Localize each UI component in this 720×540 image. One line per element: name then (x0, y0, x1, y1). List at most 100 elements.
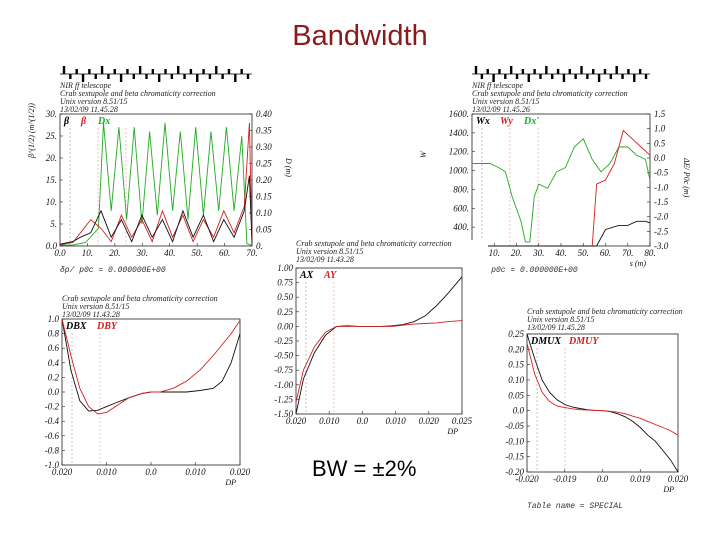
y-tick-label: -1.00 (274, 380, 293, 390)
y-tick-label: 1.00 (277, 263, 293, 273)
plot-frame (526, 333, 679, 473)
y-tick-label: 600. (453, 203, 469, 213)
lattice-element (562, 74, 566, 82)
plot-header-line: Unix version 8.51/15 (527, 315, 594, 324)
x-axis-label: DP (662, 485, 674, 494)
plot-footer: Table name = SPECIAL (527, 502, 623, 511)
lattice-element (119, 74, 123, 82)
x-tick-label: 0.019 (630, 474, 651, 484)
series-line (61, 318, 241, 412)
y-tick-label: 1600. (449, 109, 469, 119)
lattice-element (138, 66, 142, 74)
x-tick-label: 0.020 (230, 467, 251, 477)
lattice-element (107, 74, 110, 79)
series-line (472, 220, 651, 247)
x-tick-label: 0.025 (452, 416, 473, 426)
series-line (61, 318, 241, 415)
plot-header-line: Crab sextupole and beta chromaticity cor… (472, 89, 628, 98)
x-axis-label: s (m) (630, 259, 647, 268)
x-tick-label: 0.020 (668, 474, 689, 484)
lattice-element (515, 74, 519, 79)
series-line (295, 276, 463, 415)
lattice-element (62, 66, 66, 74)
legend-entry: β (63, 116, 70, 127)
plot-header-line: 13/02/09 11.45.26 (472, 105, 530, 114)
y-tick-label: 0.10 (508, 375, 524, 385)
lattice-element (94, 74, 97, 79)
x-tick-label: 40. (164, 248, 175, 258)
y-tick-label: -0.10 (505, 436, 524, 446)
y-tick-label: -0.50 (274, 351, 293, 361)
lattice-element (189, 69, 193, 74)
series-line (295, 320, 463, 403)
x-tick-label: 50. (578, 248, 589, 258)
y-tick-label: -1.50 (274, 409, 293, 419)
slide-title: Bandwidth (292, 20, 428, 52)
y-tick-label: 1200. (449, 147, 469, 157)
lattice-element (615, 66, 618, 74)
x-axis-label: DP (224, 478, 236, 487)
plot-alpha-vs-dp: Crab sextupole and beta chromaticity cor… (262, 239, 488, 440)
y-tick-label: -1.0 (45, 460, 60, 470)
y-right-tick-label: 0.25 (256, 159, 272, 169)
x-tick-label: 0.0 (597, 474, 609, 484)
x-tick-label: 40. (555, 248, 566, 258)
lattice-element (621, 74, 624, 79)
lattice-element (633, 74, 636, 82)
y-tick-label: 800. (453, 184, 469, 194)
lattice-element (521, 69, 525, 74)
y-tick-label: 0.8 (48, 329, 60, 339)
y-tick-label: 0.6 (48, 343, 60, 353)
y-axis-label: W (419, 150, 428, 158)
x-tick-label: 10. (489, 248, 500, 258)
y-right-tick-label: 0.35 (256, 126, 272, 136)
lattice-element (498, 69, 501, 74)
y-tick-label: 0.75 (277, 278, 293, 288)
y-tick-label: 10. (46, 197, 57, 207)
y-tick-label: -0.25 (274, 336, 293, 346)
plot-frame (295, 267, 463, 415)
y-right-tick-label: 0.0 (256, 241, 268, 251)
lattice-element (574, 74, 577, 79)
lattice-element (644, 74, 648, 79)
lattice-element (545, 66, 548, 74)
y-tick-label: 0.25 (508, 329, 524, 339)
lattice-element (480, 74, 484, 79)
series-line (526, 343, 679, 436)
lattice-element (568, 69, 571, 74)
legend-entry: Dx (97, 116, 110, 127)
x-tick-label: 0.010 (319, 416, 340, 426)
legend-entry: AX (299, 270, 314, 281)
lattice-element (75, 69, 78, 74)
y-axis-label: β^(1/2) (m^(1/2)) (27, 103, 36, 159)
lattice-element (126, 69, 129, 74)
series-line (526, 333, 679, 473)
x-tick-label: 60. (219, 248, 230, 258)
plot-header-line: 13/02/09 11.43.28 (296, 255, 354, 264)
lattice-element (151, 69, 155, 74)
plot-header-line: NIR ff telescope (59, 81, 112, 90)
lattice-element (246, 74, 250, 79)
plot-header-line: 13/02/09 11.43.28 (62, 310, 120, 319)
lattice-element (592, 69, 595, 74)
y-right-tick-label: 0.15 (256, 192, 272, 202)
y-tick-label: 25. (46, 131, 57, 141)
y-right-tick-label: -1.5 (654, 197, 669, 207)
y-tick-label: -1.25 (274, 394, 293, 404)
y-right-tick-label: -1.0 (654, 182, 669, 192)
x-tick-label: 0.020 (286, 416, 307, 426)
lattice-element (638, 69, 642, 74)
y-tick-label: -0.4 (45, 416, 60, 426)
plot-header-line: Unix version 8.51/15 (62, 302, 129, 311)
lattice-element (215, 66, 218, 74)
y-right-tick-label: -0.5 (654, 168, 669, 178)
lattice-element (586, 74, 589, 79)
lattice-element (69, 74, 72, 79)
x-tick-label: 50. (192, 248, 203, 258)
lattice-element (603, 69, 607, 74)
legend-entry: Wx (476, 116, 490, 127)
plot-header-line: Crab sextupole and beta chromaticity cor… (62, 294, 218, 303)
plot-frame (59, 113, 253, 247)
bandwidth-note: BW = ±2% (312, 456, 417, 481)
plot-header-line: Unix version 8.51/15 (296, 247, 363, 256)
